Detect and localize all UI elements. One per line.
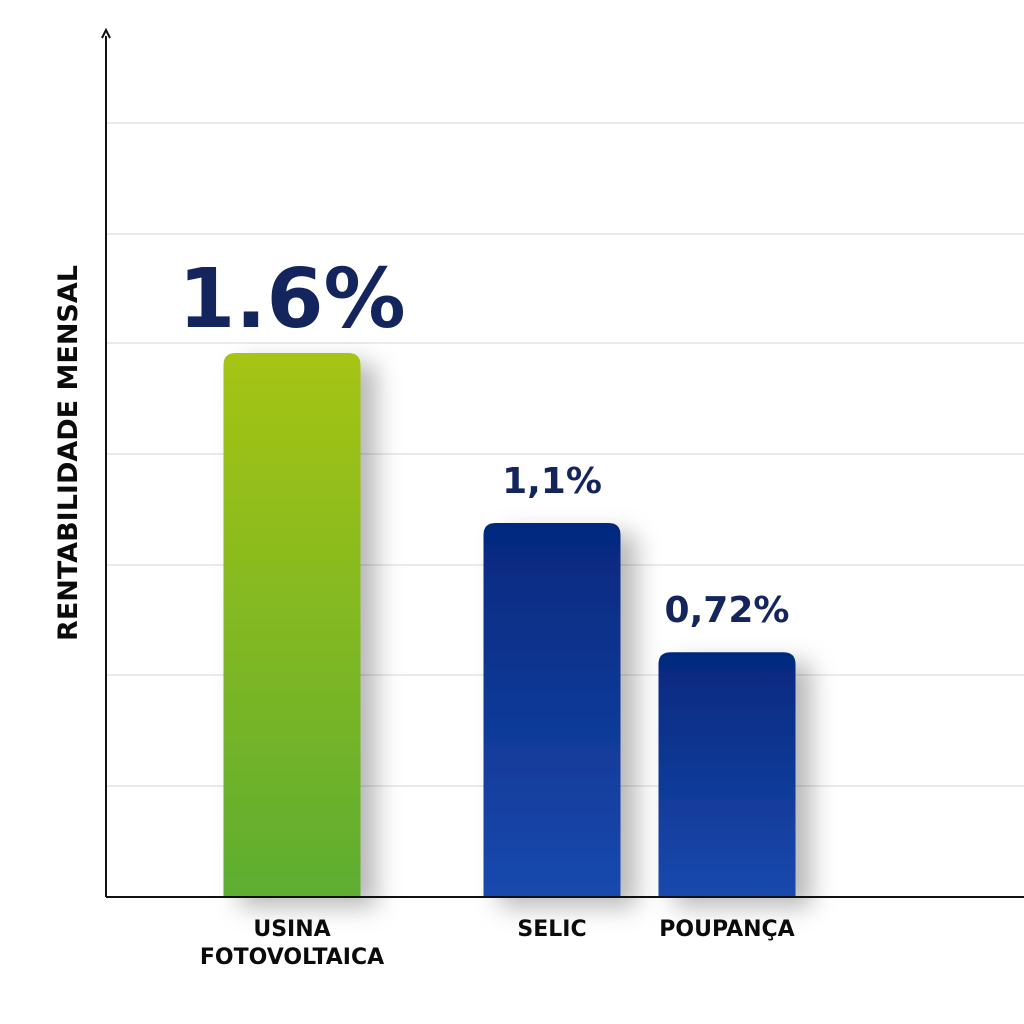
- value-label-2: 0,72%: [665, 590, 790, 631]
- y-axis-label: RENTABILIDADE MENSAL: [53, 265, 84, 641]
- axes: [101, 27, 1024, 898]
- category-label-2: POUPANÇA: [659, 917, 794, 942]
- y-axis-arrow-icon: [101, 27, 111, 39]
- labels: RENTABILIDADE MENSAL 1.6% USINA FOTOVOLTAI…: [53, 252, 795, 970]
- category-label-0-line-1: FOTOVOLTAICA: [200, 945, 384, 970]
- bar-2: [658, 652, 796, 897]
- value-label-1: 1,1%: [502, 461, 602, 502]
- bars: [223, 353, 796, 897]
- bar-0: [223, 353, 361, 897]
- category-label-1: SELIC: [517, 917, 586, 942]
- category-label-0-line-0: USINA: [253, 917, 330, 942]
- value-label-0: 1.6%: [178, 252, 405, 347]
- bar-1: [483, 523, 621, 897]
